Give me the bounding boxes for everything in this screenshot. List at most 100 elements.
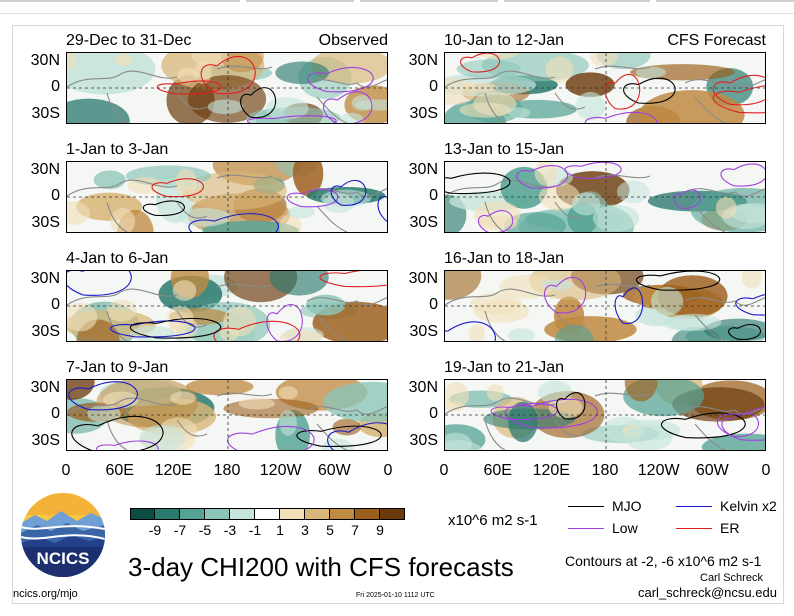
map-panel xyxy=(444,52,766,124)
colorbar-tick-label: 3 xyxy=(301,522,309,538)
legend-label-er: ER xyxy=(720,520,740,536)
chi-field xyxy=(67,53,387,123)
y-tick-label: 0 xyxy=(51,296,60,313)
map-panel xyxy=(444,270,766,342)
colorbar-tick-label: -7 xyxy=(173,522,187,538)
panel-title: 7-Jan to 9-Jan xyxy=(66,359,169,376)
colorbar-tick-label: -1 xyxy=(248,522,262,538)
y-tick-label: 30S xyxy=(409,432,438,449)
panel-title: 29-Dec to 31-Dec xyxy=(66,32,192,49)
x-tick-label: 60W xyxy=(317,462,351,479)
x-tick-label: 120W xyxy=(637,462,680,479)
chi-field xyxy=(67,380,387,450)
panel-title: 10-Jan to 12-Jan xyxy=(444,32,565,49)
y-tick-label: 30S xyxy=(31,214,60,231)
colorbar-tick-label: -3 xyxy=(223,522,237,538)
colorbar-swatch xyxy=(380,508,405,520)
panel-title: 1-Jan to 3-Jan xyxy=(66,141,169,158)
y-tick-label: 30N xyxy=(30,52,60,69)
author-email: carl_schreck@ncsu.edu xyxy=(638,585,777,600)
panel-title: 19-Jan to 21-Jan xyxy=(444,359,565,376)
colorbar xyxy=(130,508,405,520)
colorbar-swatch xyxy=(255,508,280,520)
y-tick-label: 30N xyxy=(30,379,60,396)
y-tick-label: 30N xyxy=(408,270,438,287)
chi-field xyxy=(445,271,765,341)
x-tick-label: 0 xyxy=(383,462,393,479)
x-tick-label: 120W xyxy=(259,462,302,479)
chi-field xyxy=(445,380,765,450)
panel-source-label: Observed xyxy=(318,32,388,49)
legend-line-er xyxy=(676,528,712,529)
map-panel xyxy=(66,270,388,342)
logo-text: NCICS xyxy=(36,549,90,568)
y-tick-label: 30S xyxy=(31,105,60,122)
x-tick-label: 0 xyxy=(761,462,771,479)
colorbar-swatch xyxy=(305,508,330,520)
x-tick-label: 0 xyxy=(439,462,449,479)
y-tick-label: 30S xyxy=(31,432,60,449)
x-tick-label: 60W xyxy=(695,462,729,479)
chi-field xyxy=(67,162,387,232)
legend-line-low xyxy=(568,528,604,529)
contour-note: Contours at -2, -6 x10^6 m2 s-1 xyxy=(565,553,762,569)
colorbar-tick-label: -5 xyxy=(198,522,212,538)
ncics-logo: NCICS xyxy=(21,493,105,577)
legend-line-kelvin xyxy=(676,506,712,507)
y-tick-label: 30N xyxy=(408,52,438,69)
map-panel xyxy=(66,379,388,451)
colorbar-swatch xyxy=(180,508,205,520)
colorbar-swatch xyxy=(330,508,355,520)
panel-title: 16-Jan to 18-Jan xyxy=(444,250,565,267)
y-tick-label: 0 xyxy=(51,405,60,422)
map-panel xyxy=(66,161,388,233)
y-tick-label: 30N xyxy=(30,161,60,178)
panel-title: 13-Jan to 15-Jan xyxy=(444,141,565,158)
y-tick-label: 30S xyxy=(409,214,438,231)
colorbar-tick-label: -9 xyxy=(148,522,162,538)
x-tick-label: 180 xyxy=(213,462,241,479)
y-tick-label: 0 xyxy=(429,78,438,95)
x-tick-label: 120E xyxy=(154,462,192,479)
colorbar-swatch xyxy=(155,508,180,520)
legend-label-low: Low xyxy=(612,520,638,536)
colorbar-tick-label: 1 xyxy=(276,522,284,538)
legend-label-kelvin: Kelvin x2 xyxy=(720,498,777,514)
author-name: Carl Schreck xyxy=(700,572,763,584)
colorbar-tick-label: 7 xyxy=(351,522,359,538)
legend-line-mjo xyxy=(568,506,604,507)
y-tick-label: 30N xyxy=(30,270,60,287)
chi-field xyxy=(445,162,765,232)
y-tick-label: 30S xyxy=(409,105,438,122)
y-tick-label: 30N xyxy=(408,379,438,396)
x-tick-label: 0 xyxy=(61,462,71,479)
y-tick-label: 0 xyxy=(429,405,438,422)
map-panel xyxy=(444,161,766,233)
colorbar-tick-label: 9 xyxy=(376,522,384,538)
colorbar-swatch xyxy=(280,508,305,520)
units-label: x10^6 m2 s-1 xyxy=(448,512,538,529)
y-tick-label: 0 xyxy=(51,187,60,204)
y-tick-label: 30N xyxy=(408,161,438,178)
x-tick-label: 60E xyxy=(483,462,512,479)
colorbar-tick-label: 5 xyxy=(326,522,334,538)
y-tick-label: 0 xyxy=(51,78,60,95)
chi-field xyxy=(67,271,387,341)
website-link[interactable]: ncics.org/mjo xyxy=(13,588,78,600)
y-tick-label: 30S xyxy=(409,323,438,340)
x-tick-label: 120E xyxy=(532,462,570,479)
colorbar-swatch xyxy=(355,508,380,520)
map-panel xyxy=(444,379,766,451)
x-tick-label: 180 xyxy=(591,462,619,479)
panel-source-label: CFS Forecast xyxy=(667,32,766,49)
panel-title: 4-Jan to 6-Jan xyxy=(66,250,169,267)
chi-field xyxy=(445,53,765,123)
colorbar-swatch xyxy=(230,508,255,520)
y-tick-label: 30S xyxy=(31,323,60,340)
main-title: 3-day CHI200 with CFS forecasts xyxy=(128,552,514,582)
timestamp: Fri 2025-01-10 1112 UTC xyxy=(356,592,435,599)
colorbar-swatch xyxy=(130,508,155,520)
colorbar-swatch xyxy=(205,508,230,520)
map-panel xyxy=(66,52,388,124)
y-tick-label: 0 xyxy=(429,187,438,204)
